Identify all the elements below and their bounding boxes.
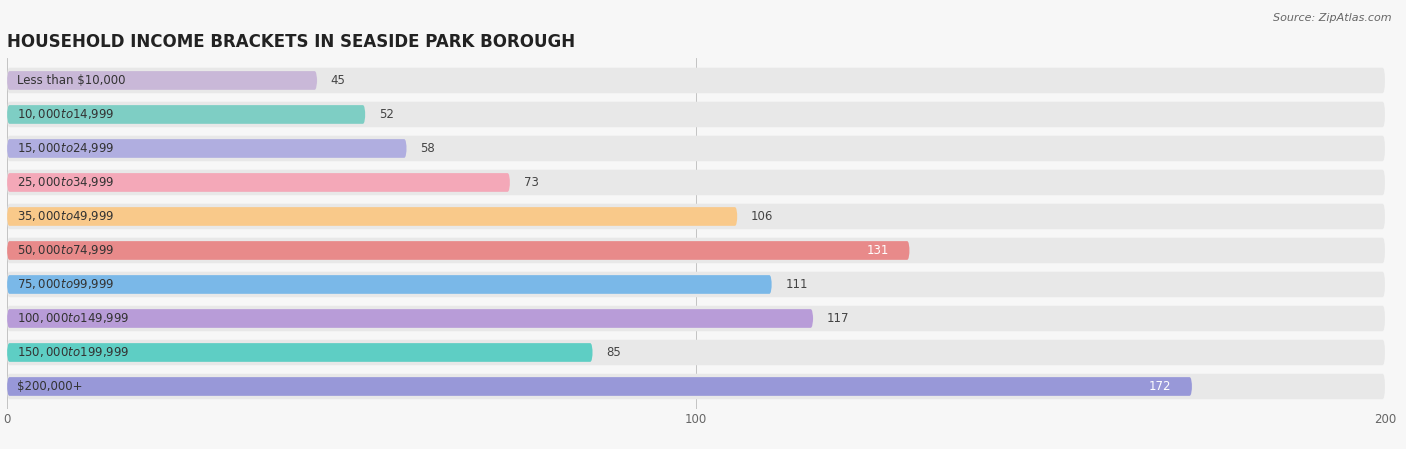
Text: $10,000 to $14,999: $10,000 to $14,999	[17, 107, 115, 122]
Text: 85: 85	[606, 346, 621, 359]
Text: 117: 117	[827, 312, 849, 325]
FancyBboxPatch shape	[7, 207, 737, 226]
FancyBboxPatch shape	[7, 272, 1385, 297]
Text: Less than $10,000: Less than $10,000	[17, 74, 127, 87]
Text: 73: 73	[524, 176, 538, 189]
FancyBboxPatch shape	[7, 306, 1385, 331]
FancyBboxPatch shape	[7, 374, 1385, 399]
FancyBboxPatch shape	[7, 71, 318, 90]
FancyBboxPatch shape	[7, 204, 1385, 229]
Text: 131: 131	[866, 244, 889, 257]
FancyBboxPatch shape	[7, 170, 1385, 195]
Text: 172: 172	[1149, 380, 1171, 393]
Text: $15,000 to $24,999: $15,000 to $24,999	[17, 141, 115, 155]
Text: $25,000 to $34,999: $25,000 to $34,999	[17, 176, 115, 189]
Text: Source: ZipAtlas.com: Source: ZipAtlas.com	[1274, 13, 1392, 23]
FancyBboxPatch shape	[7, 139, 406, 158]
Text: 58: 58	[420, 142, 434, 155]
FancyBboxPatch shape	[7, 136, 1385, 161]
FancyBboxPatch shape	[7, 105, 366, 124]
FancyBboxPatch shape	[7, 173, 510, 192]
Text: $150,000 to $199,999: $150,000 to $199,999	[17, 345, 129, 360]
FancyBboxPatch shape	[7, 238, 1385, 263]
FancyBboxPatch shape	[7, 309, 813, 328]
FancyBboxPatch shape	[7, 340, 1385, 365]
FancyBboxPatch shape	[7, 377, 1192, 396]
Text: $100,000 to $149,999: $100,000 to $149,999	[17, 312, 129, 326]
Text: $50,000 to $74,999: $50,000 to $74,999	[17, 243, 115, 257]
Text: 52: 52	[380, 108, 394, 121]
Text: HOUSEHOLD INCOME BRACKETS IN SEASIDE PARK BOROUGH: HOUSEHOLD INCOME BRACKETS IN SEASIDE PAR…	[7, 33, 575, 51]
Text: 45: 45	[330, 74, 346, 87]
FancyBboxPatch shape	[7, 102, 1385, 127]
FancyBboxPatch shape	[7, 241, 910, 260]
Text: $35,000 to $49,999: $35,000 to $49,999	[17, 210, 115, 224]
Text: $75,000 to $99,999: $75,000 to $99,999	[17, 277, 115, 291]
Text: 106: 106	[751, 210, 773, 223]
FancyBboxPatch shape	[7, 275, 772, 294]
Text: 111: 111	[786, 278, 808, 291]
FancyBboxPatch shape	[7, 68, 1385, 93]
Text: $200,000+: $200,000+	[17, 380, 83, 393]
FancyBboxPatch shape	[7, 343, 593, 362]
